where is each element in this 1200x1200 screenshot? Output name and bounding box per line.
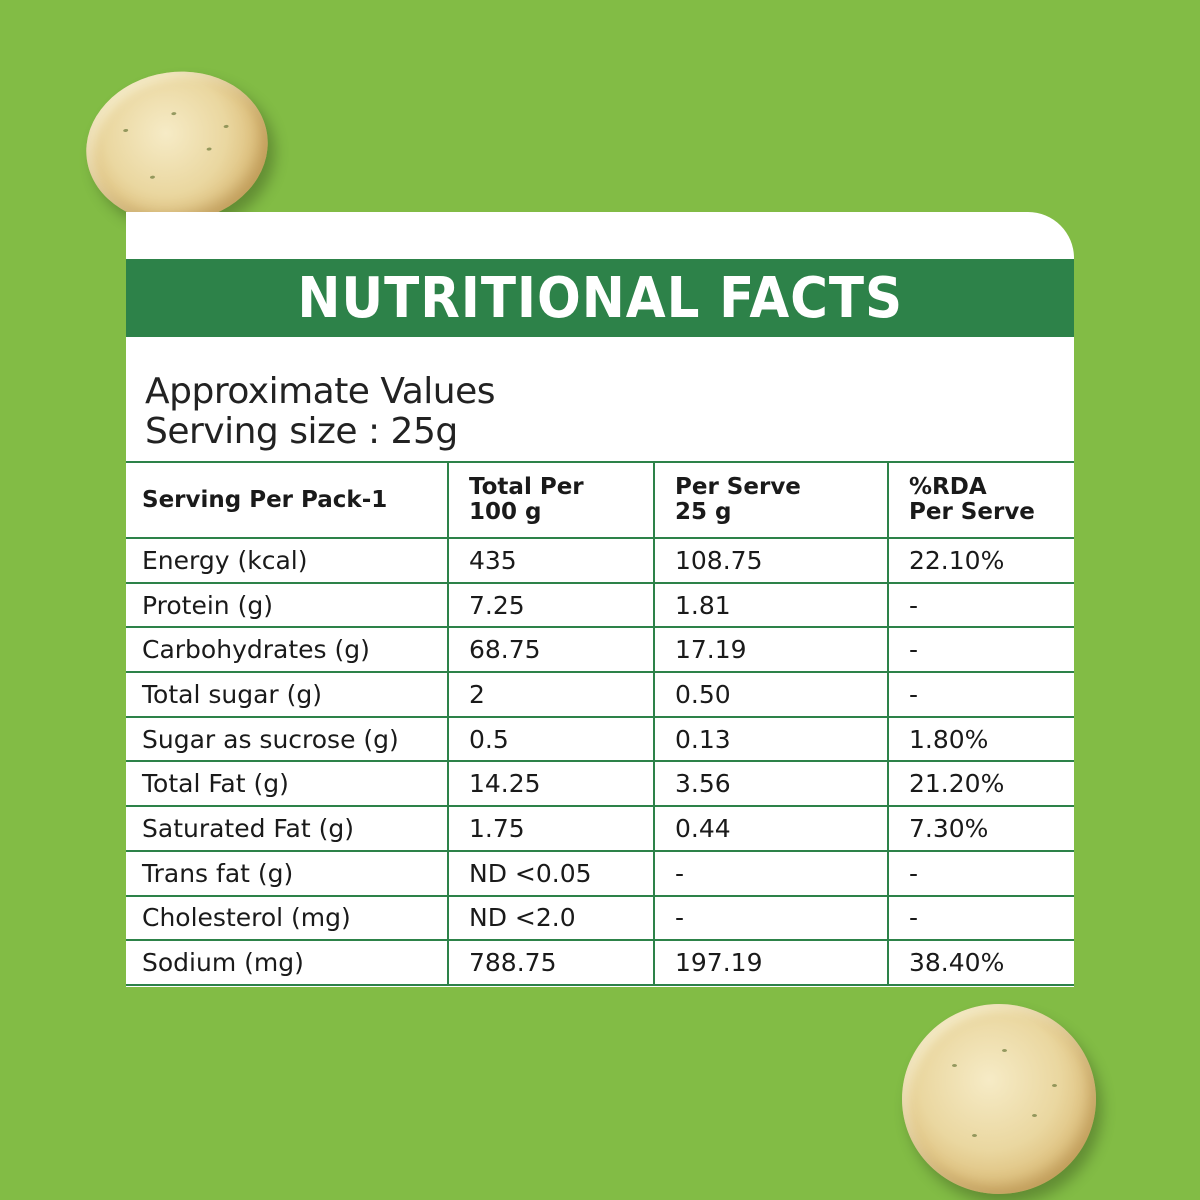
nutrition-card: NUTRITIONAL FACTS Approximate Values Ser… <box>126 212 1074 987</box>
nutrient-name-cell: Carbohydrates (g) <box>126 626 449 674</box>
table-row: Total sugar (g) 2 0.50- <box>126 671 1074 718</box>
header-rda-per-serve: %RDA Per Serve <box>887 461 1074 539</box>
chip-image-bottom <box>902 1004 1096 1194</box>
table-row: Total Fat (g) 14.25 3.56 21.20% <box>126 760 1074 808</box>
total-per-100g-cell: 1.75 <box>447 805 655 852</box>
nutrient-name-cell: Sodium (mg) <box>126 939 449 986</box>
table-row: Energy (kcal) 435 108.75 22.10% <box>126 537 1074 584</box>
rda-per-serve-cell: - <box>887 849 1074 897</box>
table-row: Carbohydrates (g) 68.75 17.19- <box>126 626 1074 674</box>
per-serve-cell: 197.19 <box>653 939 889 986</box>
total-per-100g-cell: 788.75 <box>447 939 655 986</box>
nutrient-name-cell: Energy (kcal) <box>126 537 449 584</box>
approximate-values-label: Approximate Values <box>145 371 496 412</box>
total-per-100g-cell: ND <2.0 <box>447 894 655 942</box>
nutrient-name-cell: Total sugar (g) <box>126 671 449 718</box>
table-row: Sugar as sucrose (g) 0.5 0.13 1.80% <box>126 715 1074 763</box>
rda-per-serve-cell: 38.40% <box>887 939 1074 986</box>
per-serve-cell: - <box>653 849 889 897</box>
rda-per-serve-cell: 21.20% <box>887 760 1074 808</box>
per-serve-cell: - <box>653 894 889 942</box>
nutrient-name-cell: Sugar as sucrose (g) <box>126 715 449 763</box>
page-title: NUTRITIONAL FACTS <box>297 265 903 331</box>
total-per-100g-cell: 7.25 <box>447 581 655 629</box>
table-row: Saturated Fat (g) 1.75 0.44 7.30% <box>126 805 1074 852</box>
table-row: Trans fat (g) ND <0.05- - <box>126 849 1074 897</box>
per-serve-cell: 1.81 <box>653 581 889 629</box>
title-banner: NUTRITIONAL FACTS <box>126 259 1074 337</box>
header-total-per-100g: Total Per 100 g <box>447 461 655 539</box>
table-header-row: Serving Per Pack-1 Total Per 100 g Per Se… <box>126 461 1074 539</box>
nutrient-name-cell: Total Fat (g) <box>126 760 449 808</box>
nutrient-name-cell: Cholesterol (mg) <box>126 894 449 942</box>
table-row: Cholesterol (mg) ND <2.0- - <box>126 894 1074 942</box>
per-serve-cell: 108.75 <box>653 537 889 584</box>
header-serving-per-pack: Serving Per Pack-1 <box>126 461 449 539</box>
nutrient-name-cell: Saturated Fat (g) <box>126 805 449 852</box>
rda-per-serve-cell: 1.80% <box>887 715 1074 763</box>
serving-size-label: Serving size : 25g <box>145 411 458 452</box>
total-per-100g-cell: 2 <box>447 671 655 718</box>
subtitle: Approximate Values Serving size : 25g <box>145 371 496 452</box>
table-row: Protein (g) 7.25 1.81- <box>126 581 1074 629</box>
total-per-100g-cell: 0.5 <box>447 715 655 763</box>
per-serve-cell: 0.44 <box>653 805 889 852</box>
nutrient-name-cell: Protein (g) <box>126 581 449 629</box>
rda-per-serve-cell: - <box>887 894 1074 942</box>
rda-per-serve-cell: 22.10% <box>887 537 1074 584</box>
nutrient-name-cell: Trans fat (g) <box>126 849 449 897</box>
total-per-100g-cell: 435 <box>447 537 655 584</box>
chip-image-top <box>76 60 278 234</box>
rda-per-serve-cell: 7.30% <box>887 805 1074 852</box>
total-per-100g-cell: 68.75 <box>447 626 655 674</box>
table-row: Sodium (mg) 788.75 197.19 38.40% <box>126 939 1074 986</box>
rda-per-serve-cell: - <box>887 581 1074 629</box>
header-per-serve: Per Serve 25 g <box>653 461 889 539</box>
total-per-100g-cell: 14.25 <box>447 760 655 808</box>
per-serve-cell: 3.56 <box>653 760 889 808</box>
rda-per-serve-cell: - <box>887 626 1074 674</box>
nutrition-table: Serving Per Pack-1 Total Per 100 g Per Se… <box>126 461 1074 986</box>
per-serve-cell: 17.19 <box>653 626 889 674</box>
per-serve-cell: 0.50 <box>653 671 889 718</box>
total-per-100g-cell: ND <0.05 <box>447 849 655 897</box>
per-serve-cell: 0.13 <box>653 715 889 763</box>
rda-per-serve-cell: - <box>887 671 1074 718</box>
